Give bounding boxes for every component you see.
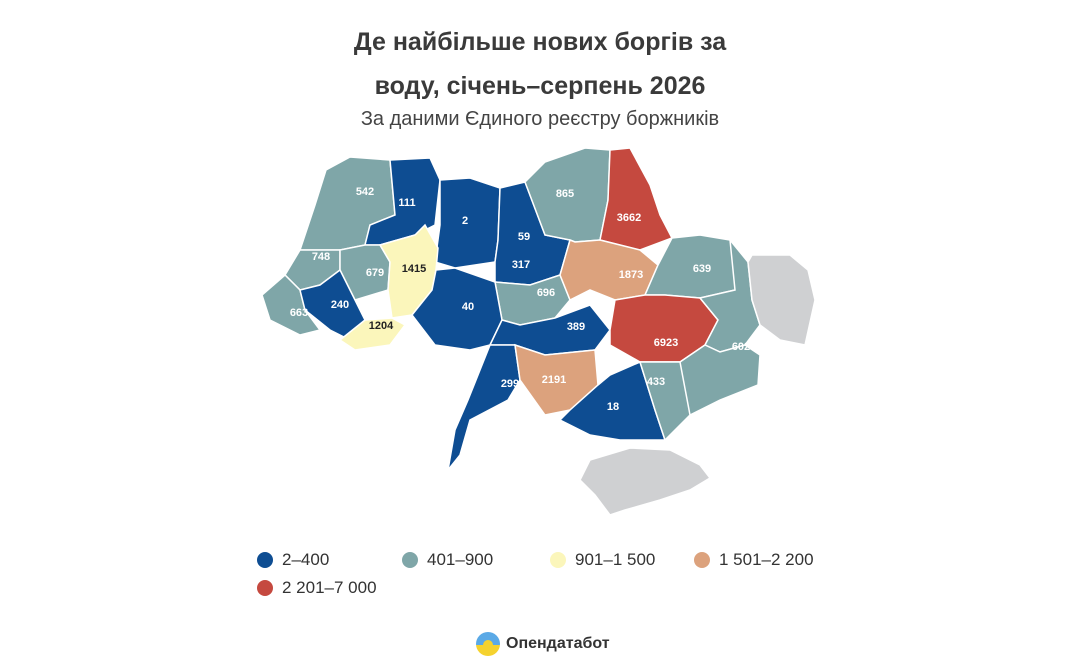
region-value-label: 1873 <box>619 269 643 281</box>
region-value-label: 389 <box>567 321 585 333</box>
region-value-label: 111 <box>398 197 415 209</box>
region-value-label: 679 <box>366 267 384 279</box>
legend-item-1: 2–400 <box>257 550 329 570</box>
region-zakarpattia <box>261 273 322 336</box>
region-value-label: 3662 <box>617 212 641 224</box>
legend-label-5: 2 201–7 000 <box>282 578 377 597</box>
legend-label-3: 901–1 500 <box>575 550 656 569</box>
region-value-label: 433 <box>647 376 665 388</box>
legend-swatch-3 <box>550 552 566 568</box>
brand: Опендатабот <box>475 631 610 657</box>
region-value-label: 240 <box>331 299 349 311</box>
region-sumy <box>599 147 674 251</box>
region-value-label: 696 <box>537 287 555 299</box>
region-value-label: 59 <box>518 231 530 243</box>
legend-item-5: 2 201–7 000 <box>257 578 377 598</box>
region-chernivtsi <box>338 317 407 351</box>
legend-label-2: 401–900 <box>427 550 494 569</box>
region-value-label: 639 <box>693 263 711 275</box>
region-crimea <box>579 447 712 516</box>
legend-item-3: 901–1 500 <box>550 550 655 570</box>
legend-swatch-1 <box>257 552 273 568</box>
legend-swatch-2 <box>402 552 418 568</box>
region-value-label: 1204 <box>369 320 394 332</box>
region-value-label: 663 <box>290 307 308 319</box>
region-value-label: 18 <box>607 401 619 413</box>
region-vinnytsia <box>411 267 503 351</box>
region-value-label: 1415 <box>402 263 426 275</box>
region-value-label: 2 <box>462 215 468 227</box>
legend-label-1: 2–400 <box>282 550 330 569</box>
brand-name: Опендатабот <box>506 635 610 652</box>
region-value-label: 602 <box>732 341 750 353</box>
region-value-label: 865 <box>556 188 574 200</box>
map-subtitle: За даними Єдиного реєстру боржників <box>360 108 720 130</box>
region-value-label: 2191 <box>542 374 566 386</box>
legend-swatch-4 <box>694 552 710 568</box>
region-value-label: 317 <box>512 259 530 271</box>
map-title-line2: воду, січень–серпень 2026 <box>374 72 706 100</box>
region-luhansk-occupied <box>747 254 816 346</box>
region-odesa <box>447 344 521 471</box>
legend-item-4: 1 501–2 200 <box>694 550 814 570</box>
region-value-label: 299 <box>501 378 519 390</box>
region-zaporizhzhia <box>638 361 691 442</box>
legend-label-4: 1 501–2 200 <box>719 550 814 569</box>
region-value-label: 748 <box>312 251 330 263</box>
sun-logo-icon <box>476 632 500 656</box>
map-title-line1: Де найбільше нових боргів за <box>353 28 727 56</box>
legend-swatch-5 <box>257 580 273 596</box>
region-value-label: 40 <box>462 301 474 313</box>
legend-item-2: 401–900 <box>402 550 493 570</box>
region-value-label: 542 <box>356 186 374 198</box>
region-value-label: 6923 <box>654 337 678 349</box>
